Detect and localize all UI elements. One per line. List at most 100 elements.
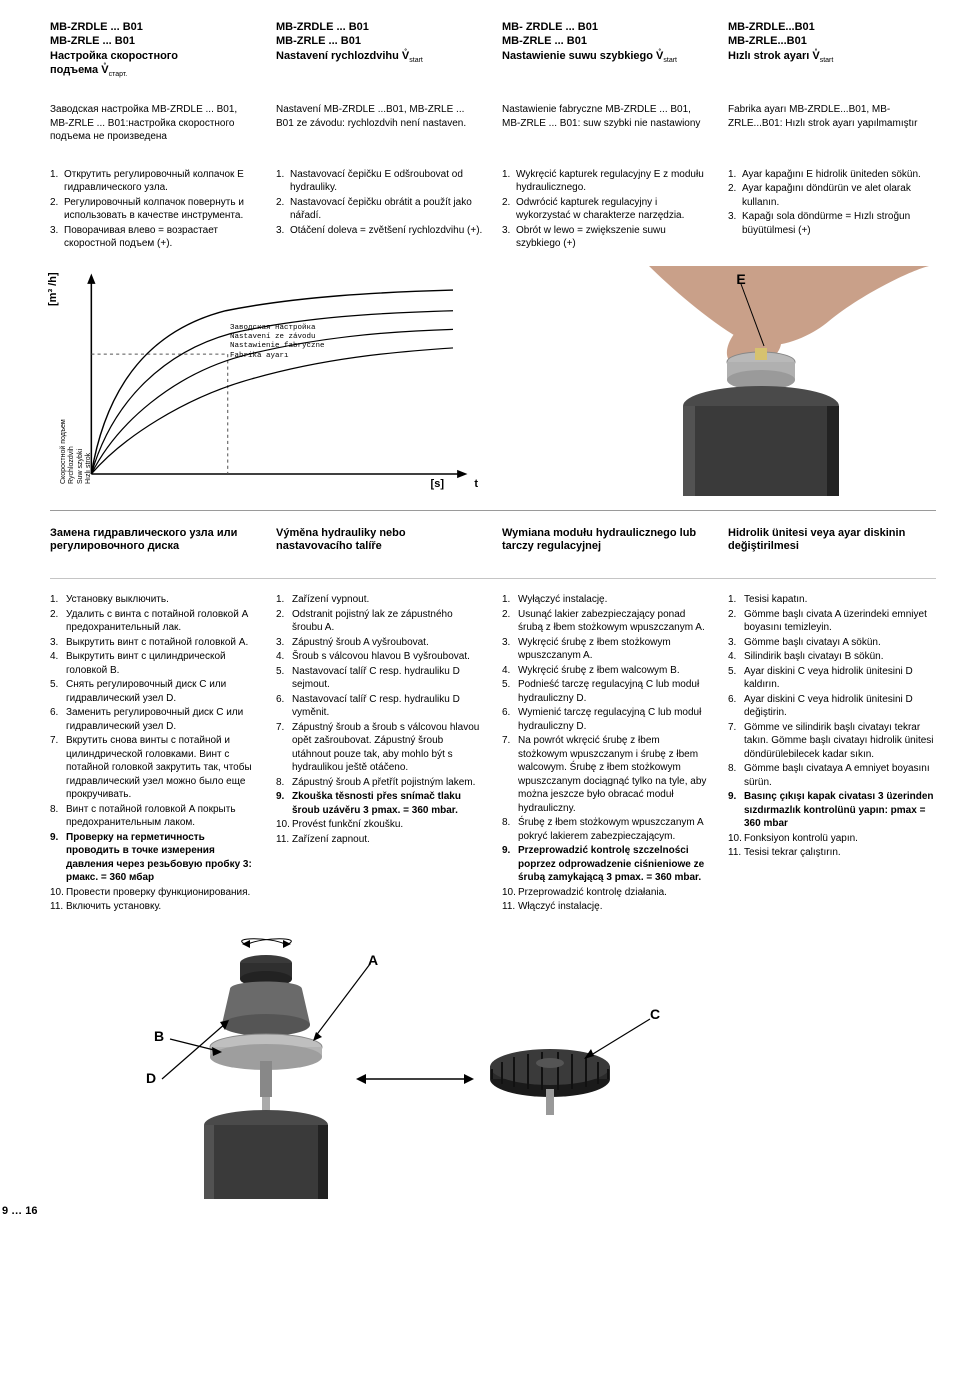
step-item: 3.Gömme başlı civatayı A sökün. xyxy=(728,636,936,650)
step-text: Podnieść tarczę regulacyjną C lub moduł … xyxy=(518,678,710,705)
step-text: Wymienić tarczę regulacyjną C lub moduł … xyxy=(518,706,710,733)
step-text: Установку выключить. xyxy=(66,593,258,607)
step-number: 4. xyxy=(50,650,66,677)
step-number: 6. xyxy=(502,706,518,733)
step-text: Gömme ve silindirik başlı civatayı tekra… xyxy=(744,721,936,762)
step-item: 4.Wykręcić śrubę z łbem walcowym B. xyxy=(502,664,710,678)
sec2-title-cz: Výměna hydrauliky nebo nastavovacího tal… xyxy=(276,527,484,555)
chart-ylabel-unit: [m³ /h] xyxy=(46,272,61,306)
step-text: Wykręcić śrubę z łbem stożkowym wpuszcza… xyxy=(518,636,710,663)
t3: Hızlı strok ayarı V̊ xyxy=(728,50,820,62)
step-number: 1. xyxy=(728,168,742,182)
step-text: Удалить с винта с потайной головкой A пр… xyxy=(66,608,258,635)
step-item: 9.Zkouška těsnosti přes snímač tlaku šro… xyxy=(276,790,484,817)
step-text: Silindirik başlı civatayı B sökün. xyxy=(744,650,936,664)
section2-steps-row: 1.Установку выключить.2.Удалить с винта … xyxy=(50,593,936,915)
t3: Nastawienie suwu szybkiego V̊ xyxy=(502,50,663,62)
step-number: 2. xyxy=(728,182,742,209)
step-item: 2.Удалить с винта с потайной головкой A … xyxy=(50,608,258,635)
step-number: 1. xyxy=(728,593,744,607)
step-text: Ayar kapağını döndürün ve alet olarak ku… xyxy=(742,182,936,209)
step-item: 11.Включить установку. xyxy=(50,900,258,914)
step-item: 1.Установку выключить. xyxy=(50,593,258,607)
t1: MB- ZRDLE ... B01 xyxy=(502,21,598,33)
step-text: Odwrócić kapturek regulacyjny i wykorzys… xyxy=(516,196,710,223)
step-item: 10.Fonksiyon kontrolü yapın. xyxy=(728,832,936,846)
step-text: Провести проверку функционирования. xyxy=(66,886,258,900)
label-c: C xyxy=(650,1005,660,1024)
step-item: 2.Odwrócić kapturek regulacyjny i wykorz… xyxy=(502,196,710,223)
t1: MB-ZRDLE ... B01 xyxy=(50,21,143,33)
step-text: Odstranit pojistný lak ze zápustného šro… xyxy=(292,608,484,635)
step-number: 11. xyxy=(276,833,292,847)
step-item: 6.Wymienić tarczę regulacyjną C lub modu… xyxy=(502,706,710,733)
photo-e-svg xyxy=(502,266,936,496)
step-item: 1.Tesisi kapatın. xyxy=(728,593,936,607)
step-number: 10. xyxy=(276,818,292,832)
step-item: 11.Włączyć instalację. xyxy=(502,900,710,914)
step-item: 2.Регулировочный колпачок повернуть и ис… xyxy=(50,196,258,223)
step-number: 3. xyxy=(502,224,516,251)
step-text: Nastavovací talíř C resp. hydrauliku D v… xyxy=(292,693,484,720)
step-item: 2.Usunąć lakier zabezpieczający ponad śr… xyxy=(502,608,710,635)
step-number: 7. xyxy=(728,721,744,762)
step-number: 10. xyxy=(502,886,518,900)
t1: MB-ZRDLE...B01 xyxy=(728,21,815,33)
t3: Nastavení rychlozdvihu V̊ xyxy=(276,50,409,62)
step-text: Zápustný šroub A přetřít pojistným lakem… xyxy=(292,776,484,790)
step-item: 9.Przeprowadzić kontrolę szczelności pop… xyxy=(502,844,710,885)
step-number: 3. xyxy=(502,636,518,663)
step-text: Ayar kapağını E hidrolik üniteden sökün. xyxy=(742,168,936,182)
section1-steps-row: 1.Открутить регулировочный колпачок E ги… xyxy=(50,168,936,252)
step-number: 8. xyxy=(502,816,518,843)
step-text: Проверку на герметичность проводить в то… xyxy=(66,831,258,885)
step-item: 3.Obrót w lewo = zwiększenie suwu szybki… xyxy=(502,224,710,251)
step-number: 9. xyxy=(276,790,292,817)
step-number: 1. xyxy=(502,593,518,607)
step-item: 5.Podnieść tarczę regulacyjną C lub modu… xyxy=(502,678,710,705)
step-number: 2. xyxy=(502,608,518,635)
step-item: 2.Gömme başlı civata A üzerindeki emniye… xyxy=(728,608,936,635)
step-number: 2. xyxy=(276,196,290,223)
step-number: 1. xyxy=(50,593,66,607)
step-item: 3.Zápustný šroub A vyšroubovat. xyxy=(276,636,484,650)
step-item: 1.Wyłączyć instalację. xyxy=(502,593,710,607)
step-number: 11. xyxy=(728,846,744,860)
section2-title-row: Замена гидравлического узла или регулиро… xyxy=(50,527,936,565)
chart-photo-row: [m³ /h] Скоростной подъемRychlozdvihSuw … xyxy=(50,266,936,496)
step-text: Вкрутить снова винты с потайной и цилинд… xyxy=(66,734,258,802)
factory-pl: Nastawienie fabryczne MB-ZRDLE ... B01, … xyxy=(502,103,710,144)
step-text: Zařízení vypnout. xyxy=(292,593,484,607)
step-item: 11.Zařízení zapnout. xyxy=(276,833,484,847)
sec2-title-pl: Wymiana modułu hydraulicznego lub tarczy… xyxy=(502,527,710,555)
step-text: Gömme başlı civataya A emniyet boyasını … xyxy=(744,762,936,789)
step-text: Otáčení doleva = zvětšení rychlozdvihu (… xyxy=(290,224,484,238)
step-number: 2. xyxy=(50,196,64,223)
steps2-ru: 1.Установку выключить.2.Удалить с винта … xyxy=(50,593,258,915)
step-text: Tesisi tekrar çalıştırın. xyxy=(744,846,936,860)
title-tr: MB-ZRDLE...B01 MB-ZRLE...B01 Hızlı strok… xyxy=(728,20,936,65)
t2: MB-ZRLE ... B01 xyxy=(50,35,135,47)
step-item: 3.Otáčení doleva = zvětšení rychlozdvihu… xyxy=(276,224,484,238)
chart-xlabel-var: t xyxy=(474,477,478,492)
ylabel-line: Скоростной подъем xyxy=(60,419,68,484)
col-cz: MB-ZRDLE ... B01 MB-ZRLE ... B01 Nastave… xyxy=(276,20,484,89)
caption-line: Nastavení ze závodu xyxy=(230,333,325,342)
step-number: 9. xyxy=(50,831,66,885)
sub: start xyxy=(820,57,834,64)
chart-caption: Заводская настройкаNastavení ze závoduNa… xyxy=(230,324,325,362)
step-number: 2. xyxy=(276,608,292,635)
step-text: Zápustný šroub a šroub s válcovou hlavou… xyxy=(292,721,484,775)
step-text: Заменить регулировочный диск C или гидра… xyxy=(66,706,258,733)
section-divider xyxy=(50,510,936,511)
step-text: Ayar diskini C veya hidrolik ünitesini D… xyxy=(744,693,936,720)
step-item: 1.Wykręcić kapturek regulacyjny E z modu… xyxy=(502,168,710,195)
steps2-pl: 1.Wyłączyć instalację.2.Usunąć lakier za… xyxy=(502,593,710,915)
label-e: E xyxy=(736,270,745,289)
step-number: 4. xyxy=(276,650,292,664)
step-text: Регулировочный колпачок повернуть и испо… xyxy=(64,196,258,223)
step-text: Ayar diskini C veya hidrolik ünitesini D… xyxy=(744,665,936,692)
t2: MB-ZRLE ... B01 xyxy=(276,35,361,47)
step-item: 7.Na powrót wkręcić śrubę z łbem stożkow… xyxy=(502,734,710,815)
step-number: 3. xyxy=(728,636,744,650)
